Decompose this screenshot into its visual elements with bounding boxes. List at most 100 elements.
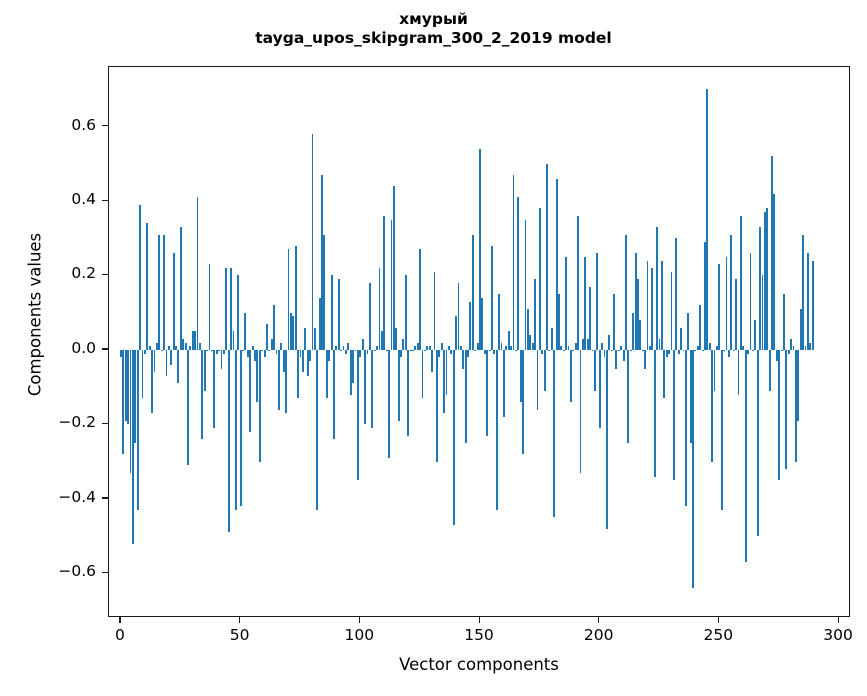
bar (359, 349, 362, 358)
bar (392, 186, 395, 350)
bar (182, 338, 185, 350)
chart-title: хмурый tayga_upos_skipgram_300_2_2019 mo… (0, 10, 867, 48)
bar (479, 148, 481, 350)
bar (421, 349, 424, 399)
bar (347, 342, 350, 350)
x-tick-label: 150 (464, 626, 494, 644)
bar (704, 241, 706, 350)
bar (294, 245, 297, 350)
bar (184, 342, 187, 350)
bar (536, 349, 539, 410)
bar (469, 301, 472, 350)
bar (747, 349, 749, 354)
bar (548, 349, 551, 351)
bar (713, 349, 716, 391)
bar (428, 346, 431, 350)
bar (526, 308, 529, 350)
bar (699, 305, 702, 350)
bar (634, 253, 637, 350)
bar (706, 89, 709, 350)
bar (299, 349, 302, 358)
bar (577, 215, 580, 350)
bar (644, 349, 647, 369)
bar (476, 342, 479, 350)
bar (237, 275, 240, 350)
bar (498, 294, 501, 350)
bar (670, 271, 673, 350)
bar (151, 349, 153, 414)
bar (356, 349, 359, 481)
bar (553, 349, 556, 518)
bar (500, 342, 503, 350)
bar (560, 346, 563, 350)
bar (694, 349, 697, 351)
bar (242, 349, 244, 351)
bar (550, 327, 553, 350)
x-tick-label: 50 (229, 626, 250, 644)
bar (665, 349, 668, 358)
bar (486, 349, 489, 436)
bar (574, 342, 577, 350)
x-tick-mark (478, 617, 480, 623)
bar (481, 297, 484, 350)
bar (739, 215, 742, 350)
bar (512, 174, 515, 350)
bar (744, 349, 747, 563)
bar (672, 349, 675, 481)
bar (493, 349, 496, 354)
y-tick-label: 0.2 (71, 264, 96, 283)
bar (179, 227, 182, 350)
bar (395, 327, 398, 350)
y-tick-mark (102, 273, 108, 276)
bar (323, 234, 326, 350)
bar (586, 338, 589, 350)
bar (637, 279, 639, 350)
y-tick-mark (102, 422, 108, 425)
bar (795, 349, 797, 462)
bar (213, 349, 216, 429)
bar (328, 349, 331, 362)
bar (701, 349, 704, 351)
bar (603, 349, 606, 358)
bar (775, 349, 778, 362)
bar (727, 349, 730, 358)
bar (711, 349, 714, 462)
bar (167, 346, 170, 350)
bar (641, 349, 644, 351)
bar (438, 349, 441, 358)
bar (682, 349, 685, 351)
bar (431, 349, 434, 373)
bar (124, 349, 127, 421)
bar (251, 346, 254, 350)
bar (352, 349, 355, 384)
bar (285, 349, 288, 414)
bar (388, 349, 390, 458)
bar (708, 342, 711, 350)
bar (155, 342, 158, 350)
bar (684, 349, 687, 507)
bar (409, 349, 412, 351)
bar (696, 346, 699, 350)
x-tick-label: 0 (115, 626, 125, 644)
bar (191, 331, 194, 350)
bar (261, 349, 264, 351)
bar (555, 178, 558, 350)
bar (538, 208, 541, 350)
bar (364, 349, 367, 425)
bar (122, 349, 125, 455)
bar (756, 349, 759, 537)
bar (194, 331, 197, 350)
bar (371, 349, 374, 429)
bar (651, 268, 654, 350)
bar (287, 249, 290, 350)
y-tick-mark (102, 497, 108, 499)
bar (593, 349, 596, 391)
bar (531, 342, 534, 350)
bar (400, 349, 402, 358)
bar (780, 349, 783, 351)
bar (160, 349, 163, 351)
bar (158, 234, 161, 350)
bar (723, 349, 726, 351)
bar (462, 349, 465, 369)
bar (222, 349, 225, 354)
